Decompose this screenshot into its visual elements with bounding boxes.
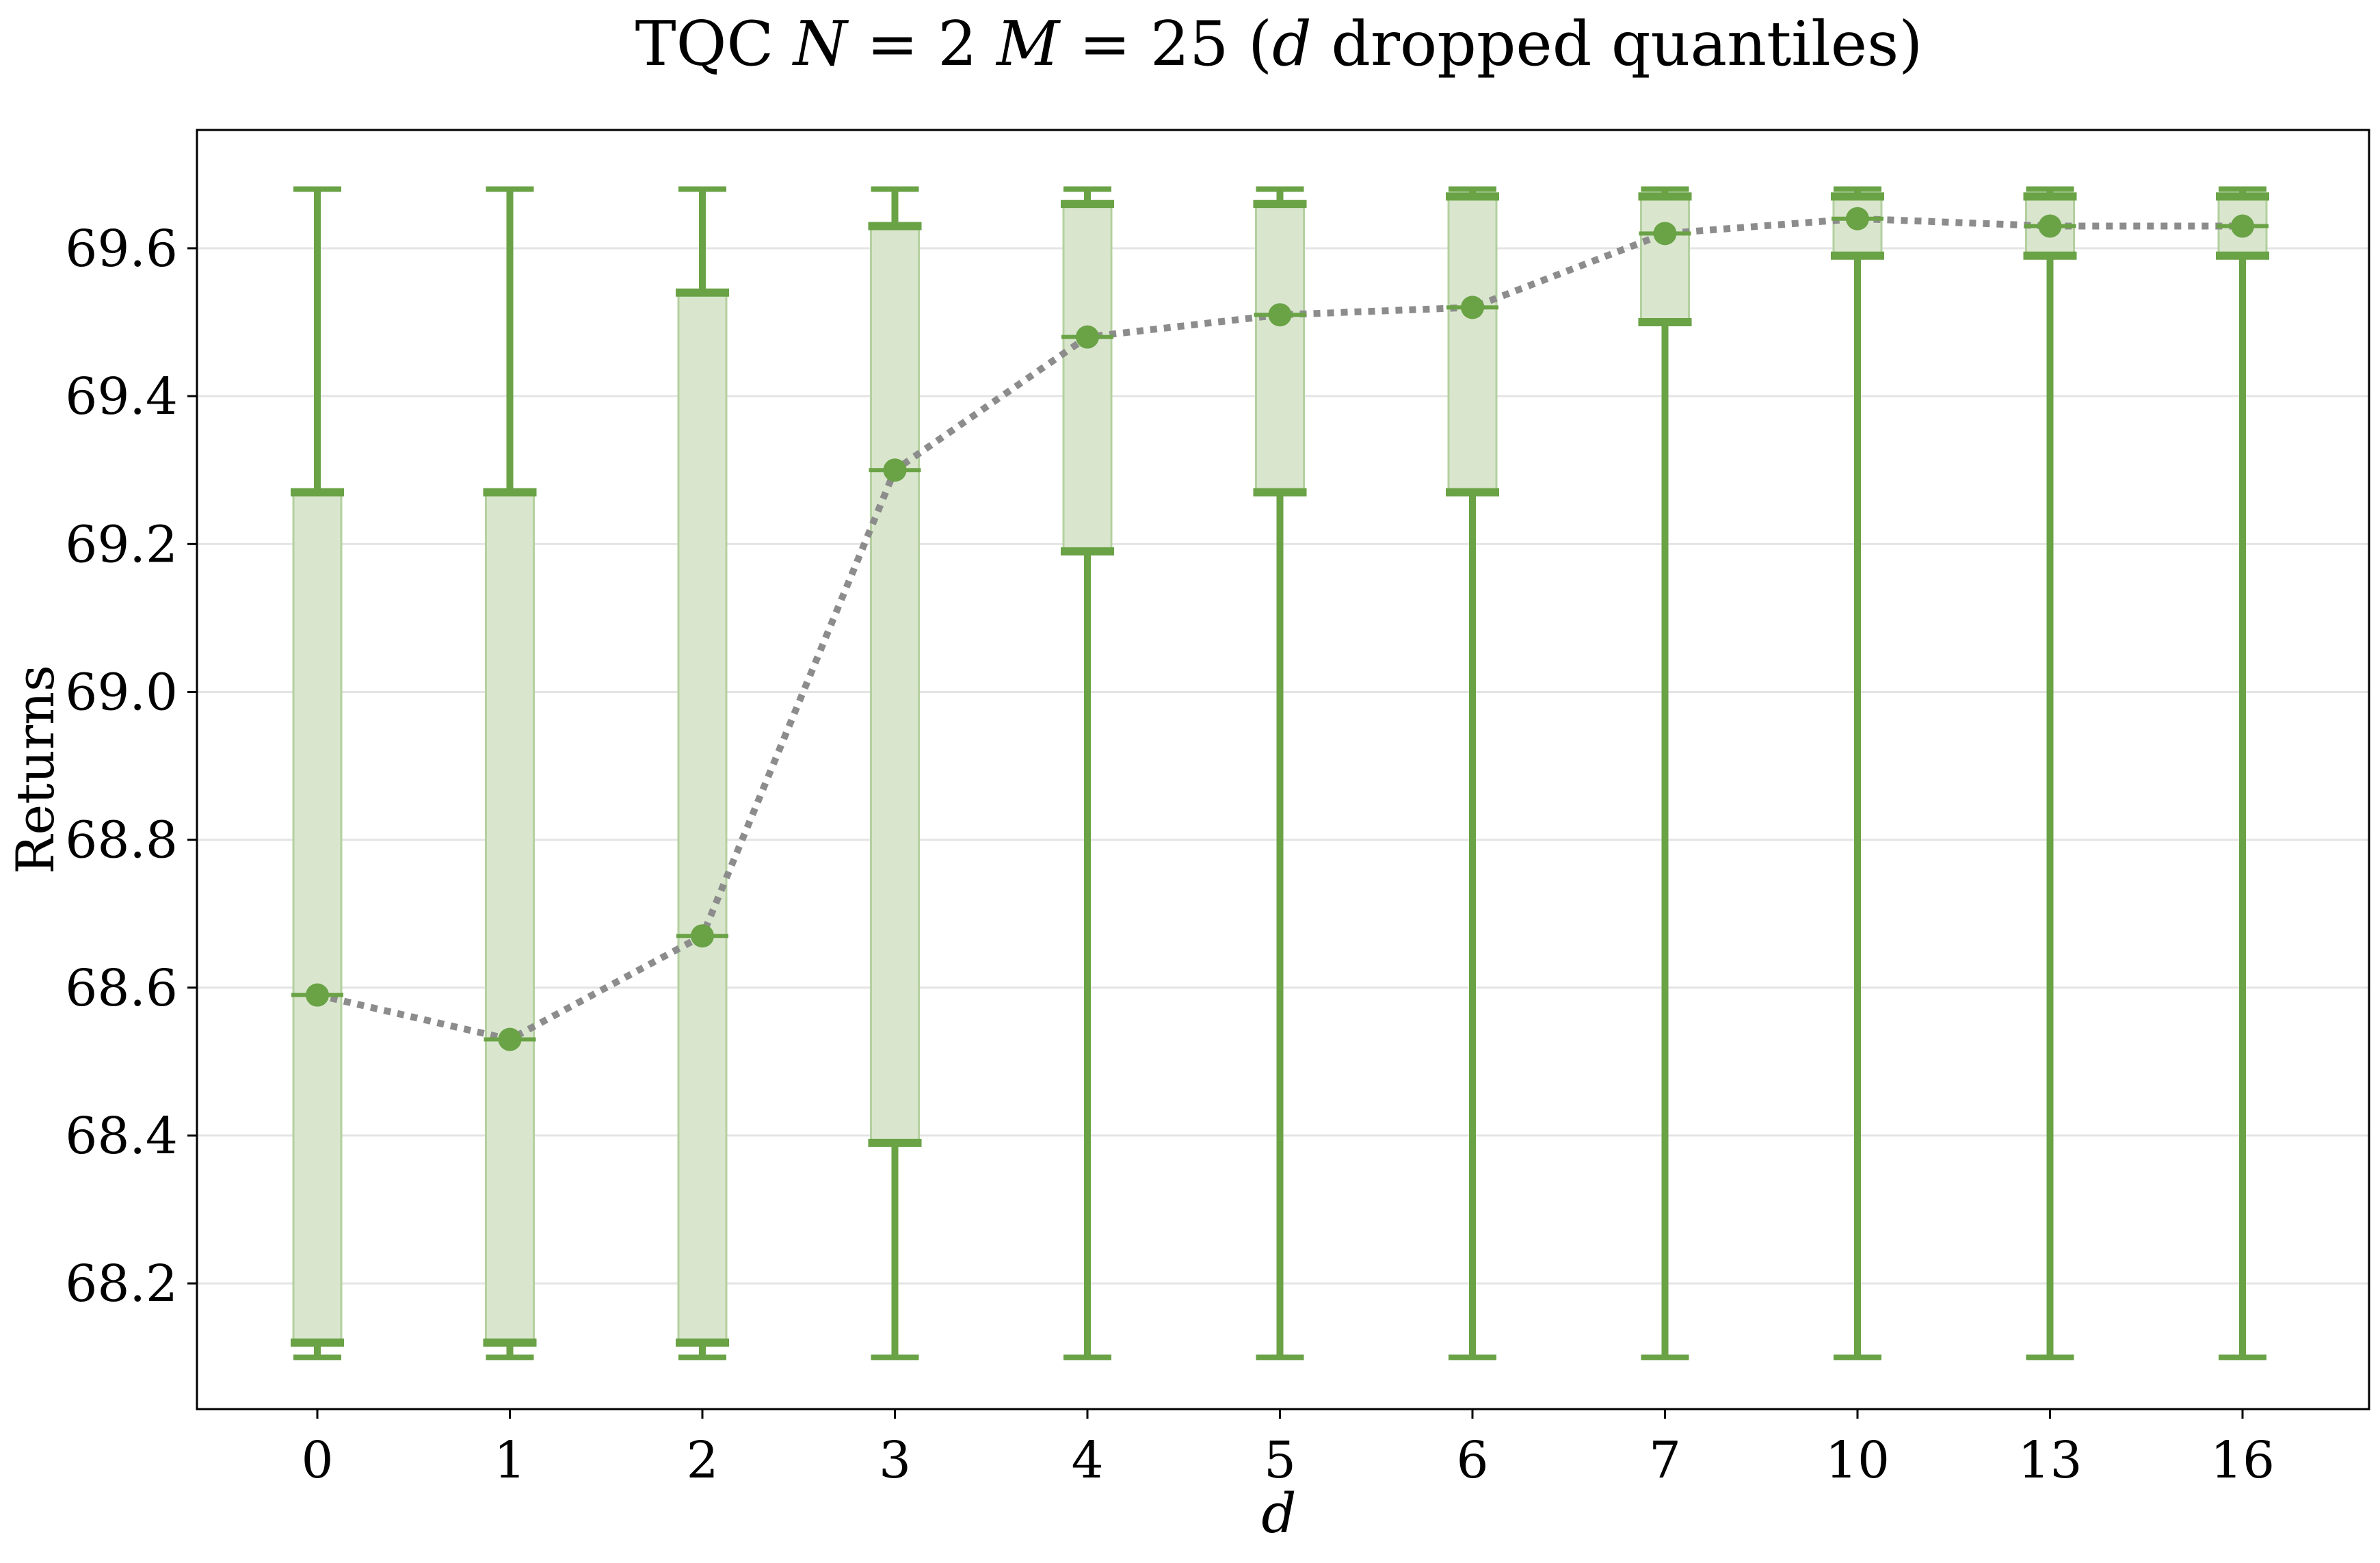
chart-title: TQC N = 2 M = 25 (d dropped quantiles) (635, 8, 1923, 80)
iqr-box (1255, 202, 1305, 494)
mean-marker (1076, 325, 1099, 349)
x-tick-label: 10 (1825, 1431, 1890, 1490)
mean-marker (1846, 207, 1869, 231)
title-n-symbol: N (792, 8, 849, 80)
mean-marker (2038, 214, 2062, 238)
y-tick-label: 69.0 (65, 664, 178, 722)
y-tick-label: 68.2 (65, 1255, 178, 1313)
x-axis-ticks: 0 1 2 3 4 5 6 7 10 13 16 (301, 1409, 2275, 1490)
x-tick-label: 5 (1264, 1431, 1296, 1490)
iqr-box (485, 491, 535, 1344)
x-tick-label: 4 (1071, 1431, 1103, 1490)
x-tick-label: 13 (2018, 1431, 2082, 1490)
mean-trend-line (316, 215, 2243, 1043)
mean-marker (2231, 214, 2254, 238)
plot-area-frame (196, 129, 2370, 1410)
iqr-box (1062, 202, 1113, 553)
mean-marker (883, 458, 907, 482)
title-d-symbol: d (1272, 8, 1312, 80)
title-suffix: dropped quantiles) (1312, 8, 1923, 80)
x-tick-label: 3 (879, 1431, 911, 1490)
x-tick-label: 6 (1456, 1431, 1488, 1490)
mean-marker (1268, 303, 1292, 327)
y-tick-label: 69.6 (65, 220, 178, 278)
iqr-box (870, 225, 920, 1144)
title-m-value: = 25 ( (1059, 8, 1272, 80)
x-tick-label: 0 (301, 1431, 333, 1490)
y-axis-label: Returns (5, 665, 66, 874)
box-layer (292, 195, 2268, 1344)
y-axis-ticks: 68.2 68.4 68.6 68.8 69.0 69.2 69.4 69.6 (65, 220, 197, 1313)
iqr-box (1447, 195, 1498, 494)
whisker-layer (291, 186, 2269, 1361)
mean-marker (1653, 222, 1677, 246)
y-tick-label: 68.4 (65, 1107, 178, 1166)
y-tick-label: 68.8 (65, 811, 178, 870)
mean-marker (306, 983, 329, 1007)
x-tick-label: 2 (686, 1431, 718, 1490)
title-prefix: TQC (635, 8, 793, 80)
mean-marker-layer (306, 207, 2254, 1051)
x-tick-label: 16 (2210, 1431, 2275, 1490)
mean-marker (498, 1027, 522, 1051)
title-n-value: = 2 (847, 8, 997, 80)
x-tick-label: 7 (1649, 1431, 1681, 1490)
y-tick-label: 69.2 (65, 515, 178, 574)
mean-marker (691, 924, 714, 948)
x-tick-label: 1 (494, 1431, 526, 1490)
y-tick-label: 68.6 (65, 959, 178, 1018)
iqr-box (1640, 195, 1690, 324)
mean-trend-layer (316, 215, 2243, 1043)
iqr-box (677, 291, 728, 1344)
x-axis-label: d (1261, 1482, 1296, 1545)
title-m-symbol: M (995, 8, 1061, 80)
iqr-box (292, 491, 343, 1344)
y-tick-label: 69.4 (65, 367, 178, 426)
mean-marker (1461, 295, 1484, 319)
